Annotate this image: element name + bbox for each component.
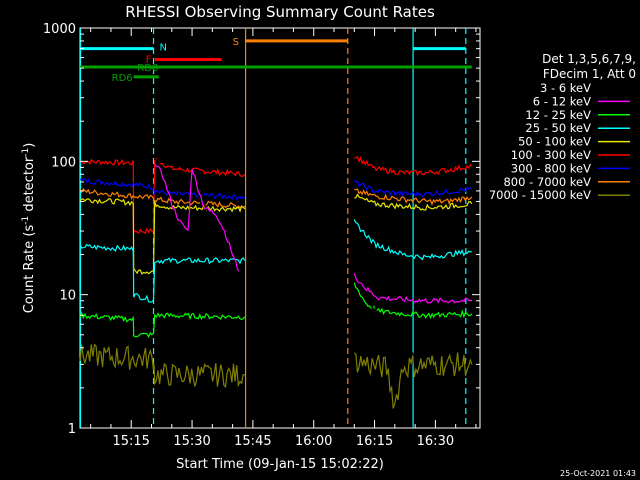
x-tick-label-1530: 15:30	[173, 434, 210, 449]
legend-label: 300 - 800 keV	[511, 161, 591, 175]
flag-label-rd0: RD0	[137, 63, 158, 74]
x-tick-label-1545: 15:45	[234, 434, 271, 449]
y-tick-label-1000: 1000	[43, 22, 76, 37]
series-line-25-50-keV-4	[79, 243, 246, 303]
series-line-7000-15000-keV-8	[79, 343, 245, 389]
series-line-100-300-keV-0	[79, 157, 246, 235]
series-line-100-300-keV-9	[354, 155, 473, 177]
flag-label-f: F	[146, 55, 152, 66]
series-line-12-25-keV-7	[79, 311, 246, 339]
series-line-3-6-keV-16	[353, 294, 473, 379]
legend-label: 100 - 300 keV	[511, 148, 591, 162]
legend: Det 1,3,5,6,7,9, FDecim 1, Att 0 3 - 6 k…	[489, 52, 636, 202]
y-tick-label-1: 1	[68, 422, 76, 437]
x-tick-label-1515: 15:15	[112, 434, 149, 449]
y-tick-label-100: 100	[51, 155, 76, 170]
flag-label-rd6: RD6	[112, 73, 133, 84]
legend-label: 50 - 100 keV	[518, 135, 591, 149]
series-line-6-12-keV-6	[154, 163, 240, 272]
flag-label-n: N	[160, 43, 167, 54]
legend-label: 6 - 12 keV	[533, 94, 591, 108]
y-axis-label: Count Rate (s-1 detector-1)	[21, 143, 37, 314]
legend-label: 12 - 25 keV	[525, 108, 591, 122]
series-line-300-800-keV-1	[80, 177, 246, 201]
x-tick-label-1600: 16:00	[295, 434, 332, 449]
series-line-800-7000-keV-2	[79, 187, 246, 210]
legend-header-2: FDecim 1, Att 0	[543, 67, 636, 81]
series-line-50-100-keV-12	[354, 193, 473, 211]
y-tick-label-10: 10	[59, 289, 76, 304]
legend-header-1: Det 1,3,5,6,7,9,	[542, 52, 636, 66]
series-line-7000-15000-keV-17	[353, 352, 473, 409]
series-line-6-12-keV-14	[353, 273, 473, 304]
flag-label-s: S	[233, 37, 239, 48]
series-line-25-50-keV-13	[353, 219, 472, 261]
legend-label: 7000 - 15000 keV	[489, 188, 591, 202]
legend-label: 3 - 6 keV	[540, 81, 591, 95]
chart-title: RHESSI Observing Summary Count Rates	[125, 3, 435, 21]
series-line-800-7000-keV-11	[354, 188, 473, 206]
x-tick-label-1630: 16:30	[417, 434, 454, 449]
x-axis-label: Start Time (09-Jan-15 15:02:22)	[176, 457, 384, 472]
x-tick-label-1615: 16:15	[356, 434, 393, 449]
series-line-50-100-keV-3	[79, 197, 246, 275]
series-line-300-800-keV-10	[353, 179, 473, 198]
legend-label: 25 - 50 keV	[525, 121, 591, 135]
legend-label: 800 - 7000 keV	[503, 175, 591, 189]
footer-date: 25-Oct-2021 01:43	[560, 469, 636, 478]
